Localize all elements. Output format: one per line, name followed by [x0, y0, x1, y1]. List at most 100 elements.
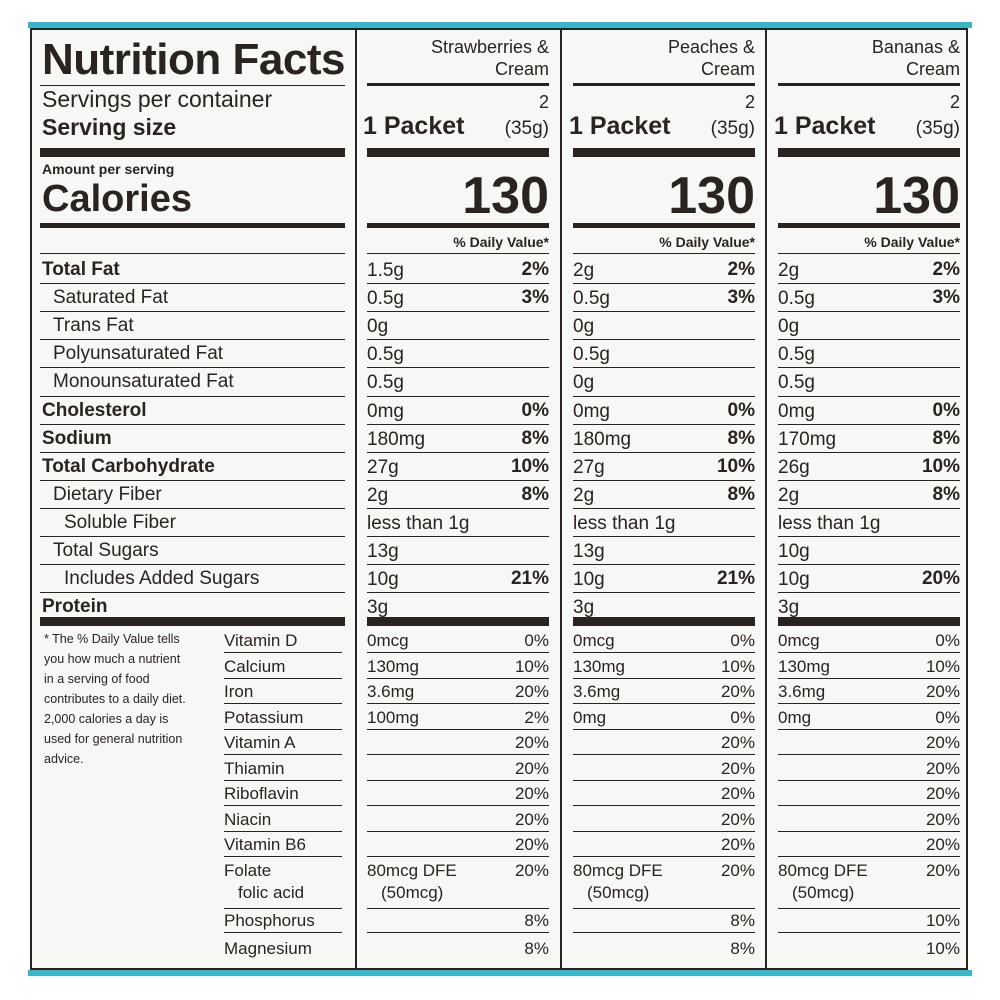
vitamin-rule — [224, 830, 342, 832]
vitamin-amount: 0mcg — [573, 631, 615, 651]
vitamin-amount: 80mcg DFE — [367, 860, 457, 880]
row-rule — [40, 592, 345, 594]
nutrition-facts-panel: Nutrition Facts Servings per container Ser… — [30, 28, 968, 970]
vitamin-rule — [224, 779, 342, 781]
vitamin-daily-value: 20% — [514, 809, 549, 829]
vitamin-rule — [778, 677, 960, 679]
dv-rule — [40, 253, 345, 254]
row-rule — [573, 339, 755, 341]
nutrient-daily-value: 10% — [716, 455, 755, 477]
row-rule — [778, 367, 960, 369]
vitamin-daily-value: 10% — [514, 656, 549, 676]
nutrient-amount: 0.5g — [367, 344, 404, 366]
vitamin-rule — [224, 908, 342, 910]
vitamin-label: Folate — [224, 860, 272, 880]
vitamin-amount: 3.6mg — [367, 682, 415, 702]
nutrient-daily-value: 10% — [921, 455, 960, 477]
row-rule — [367, 423, 549, 425]
nutrient-daily-value: 3% — [521, 287, 549, 309]
vitamin-daily-value: 20% — [720, 758, 755, 778]
nutrient-daily-value: 2% — [932, 259, 960, 280]
nutrient-amount: 0.5g — [778, 288, 815, 310]
nutrient-amount: less than 1g — [367, 512, 470, 534]
thick-rule-serving — [573, 148, 755, 157]
vitamin-label: Vitamin A — [224, 733, 296, 753]
serving-size-value: 1 Packet — [569, 112, 671, 140]
vitamin-rule — [224, 703, 342, 705]
row-rule — [778, 479, 960, 481]
vitamin-daily-value: 10% — [720, 656, 755, 676]
row-rule — [40, 395, 345, 397]
nutrient-daily-value: 8% — [521, 483, 549, 505]
vitamin-daily-value: 20% — [514, 784, 549, 804]
vitamin-label: folic acid — [238, 883, 305, 903]
row-rule — [778, 451, 960, 453]
nutrient-label: Dietary Fiber — [53, 483, 162, 505]
thick-rule-serving — [40, 148, 345, 157]
row-rule — [778, 536, 960, 537]
vitamin-daily-value: 10% — [925, 656, 960, 676]
vitamin-rule — [367, 830, 549, 832]
vitamin-rule — [367, 856, 549, 858]
vitamin-daily-value: 20% — [514, 860, 549, 880]
nutrient-amount: 0.5g — [573, 288, 610, 310]
calories-rule — [778, 223, 960, 228]
vitamin-amount: 0mg — [778, 707, 812, 727]
vitamin-daily-value: 0% — [524, 631, 549, 651]
vitamin-rule — [224, 932, 342, 934]
vitamin-rule — [573, 856, 755, 858]
name-rule — [778, 83, 960, 86]
row-rule — [573, 479, 755, 481]
vitamin-rule — [778, 652, 960, 654]
row-rule — [573, 423, 755, 425]
row-rule — [367, 367, 549, 369]
nutrient-label: Trans Fat — [53, 315, 134, 337]
serving-grams: (35g) — [915, 118, 960, 139]
nutrient-amount: 0mg — [778, 400, 815, 422]
row-rule — [40, 311, 345, 313]
servings-value: 2 — [744, 92, 755, 112]
vitamin-rule — [573, 703, 755, 705]
row-rule — [367, 479, 549, 481]
nutrient-label: Total Carbohydrate — [42, 455, 215, 477]
serving-grams: (35g) — [504, 118, 549, 139]
vitamin-rule — [778, 805, 960, 807]
vitamin-amount: 130mg — [573, 656, 625, 676]
nutrient-daily-value: 21% — [716, 568, 755, 590]
vitamin-rule — [224, 652, 342, 654]
vitamin-amount: 100mg — [367, 707, 419, 727]
vitamin-daily-value: 20% — [720, 784, 755, 804]
vitamin-rule — [778, 703, 960, 705]
vitamin-daily-value: 20% — [514, 733, 549, 753]
nutrient-daily-value: 0% — [727, 399, 755, 421]
vitamin-label: Iron — [224, 682, 254, 702]
row-rule — [40, 564, 345, 566]
nutrient-daily-value: 10% — [510, 455, 549, 477]
serving-size-label: Serving size — [42, 114, 177, 140]
daily-value-header: % Daily Value* — [864, 234, 960, 250]
vitamin-rule — [224, 754, 342, 756]
servings-value: 2 — [538, 92, 549, 112]
row-rule — [778, 339, 960, 341]
nutrient-amount: 0.5g — [367, 288, 404, 310]
row-rule — [573, 564, 755, 566]
serving-grams: (35g) — [710, 118, 755, 139]
footnote: * The % Daily Value tells you how much a… — [44, 632, 186, 767]
nutrient-daily-value: 2% — [727, 259, 755, 280]
thick-rule-protein — [367, 617, 549, 627]
vitamin-label: Phosphorus — [224, 911, 315, 931]
vitamin-rule — [224, 856, 342, 858]
vitamin-daily-value: 0% — [730, 631, 755, 651]
daily-value-header: % Daily Value* — [659, 234, 755, 250]
vitamin-daily-value: 20% — [925, 784, 960, 804]
row-rule — [40, 339, 345, 341]
calories-value: 130 — [668, 167, 755, 225]
vitamin-amount: (50mcg) — [381, 883, 444, 903]
vitamin-rule — [573, 932, 755, 934]
vitamin-rule — [778, 779, 960, 781]
nutrient-amount: 1.5g — [367, 260, 404, 281]
vitamin-label: Vitamin D — [224, 631, 298, 651]
vitamin-daily-value: 0% — [935, 707, 960, 727]
row-rule — [573, 451, 755, 453]
nutrient-amount: 0.5g — [573, 344, 610, 366]
